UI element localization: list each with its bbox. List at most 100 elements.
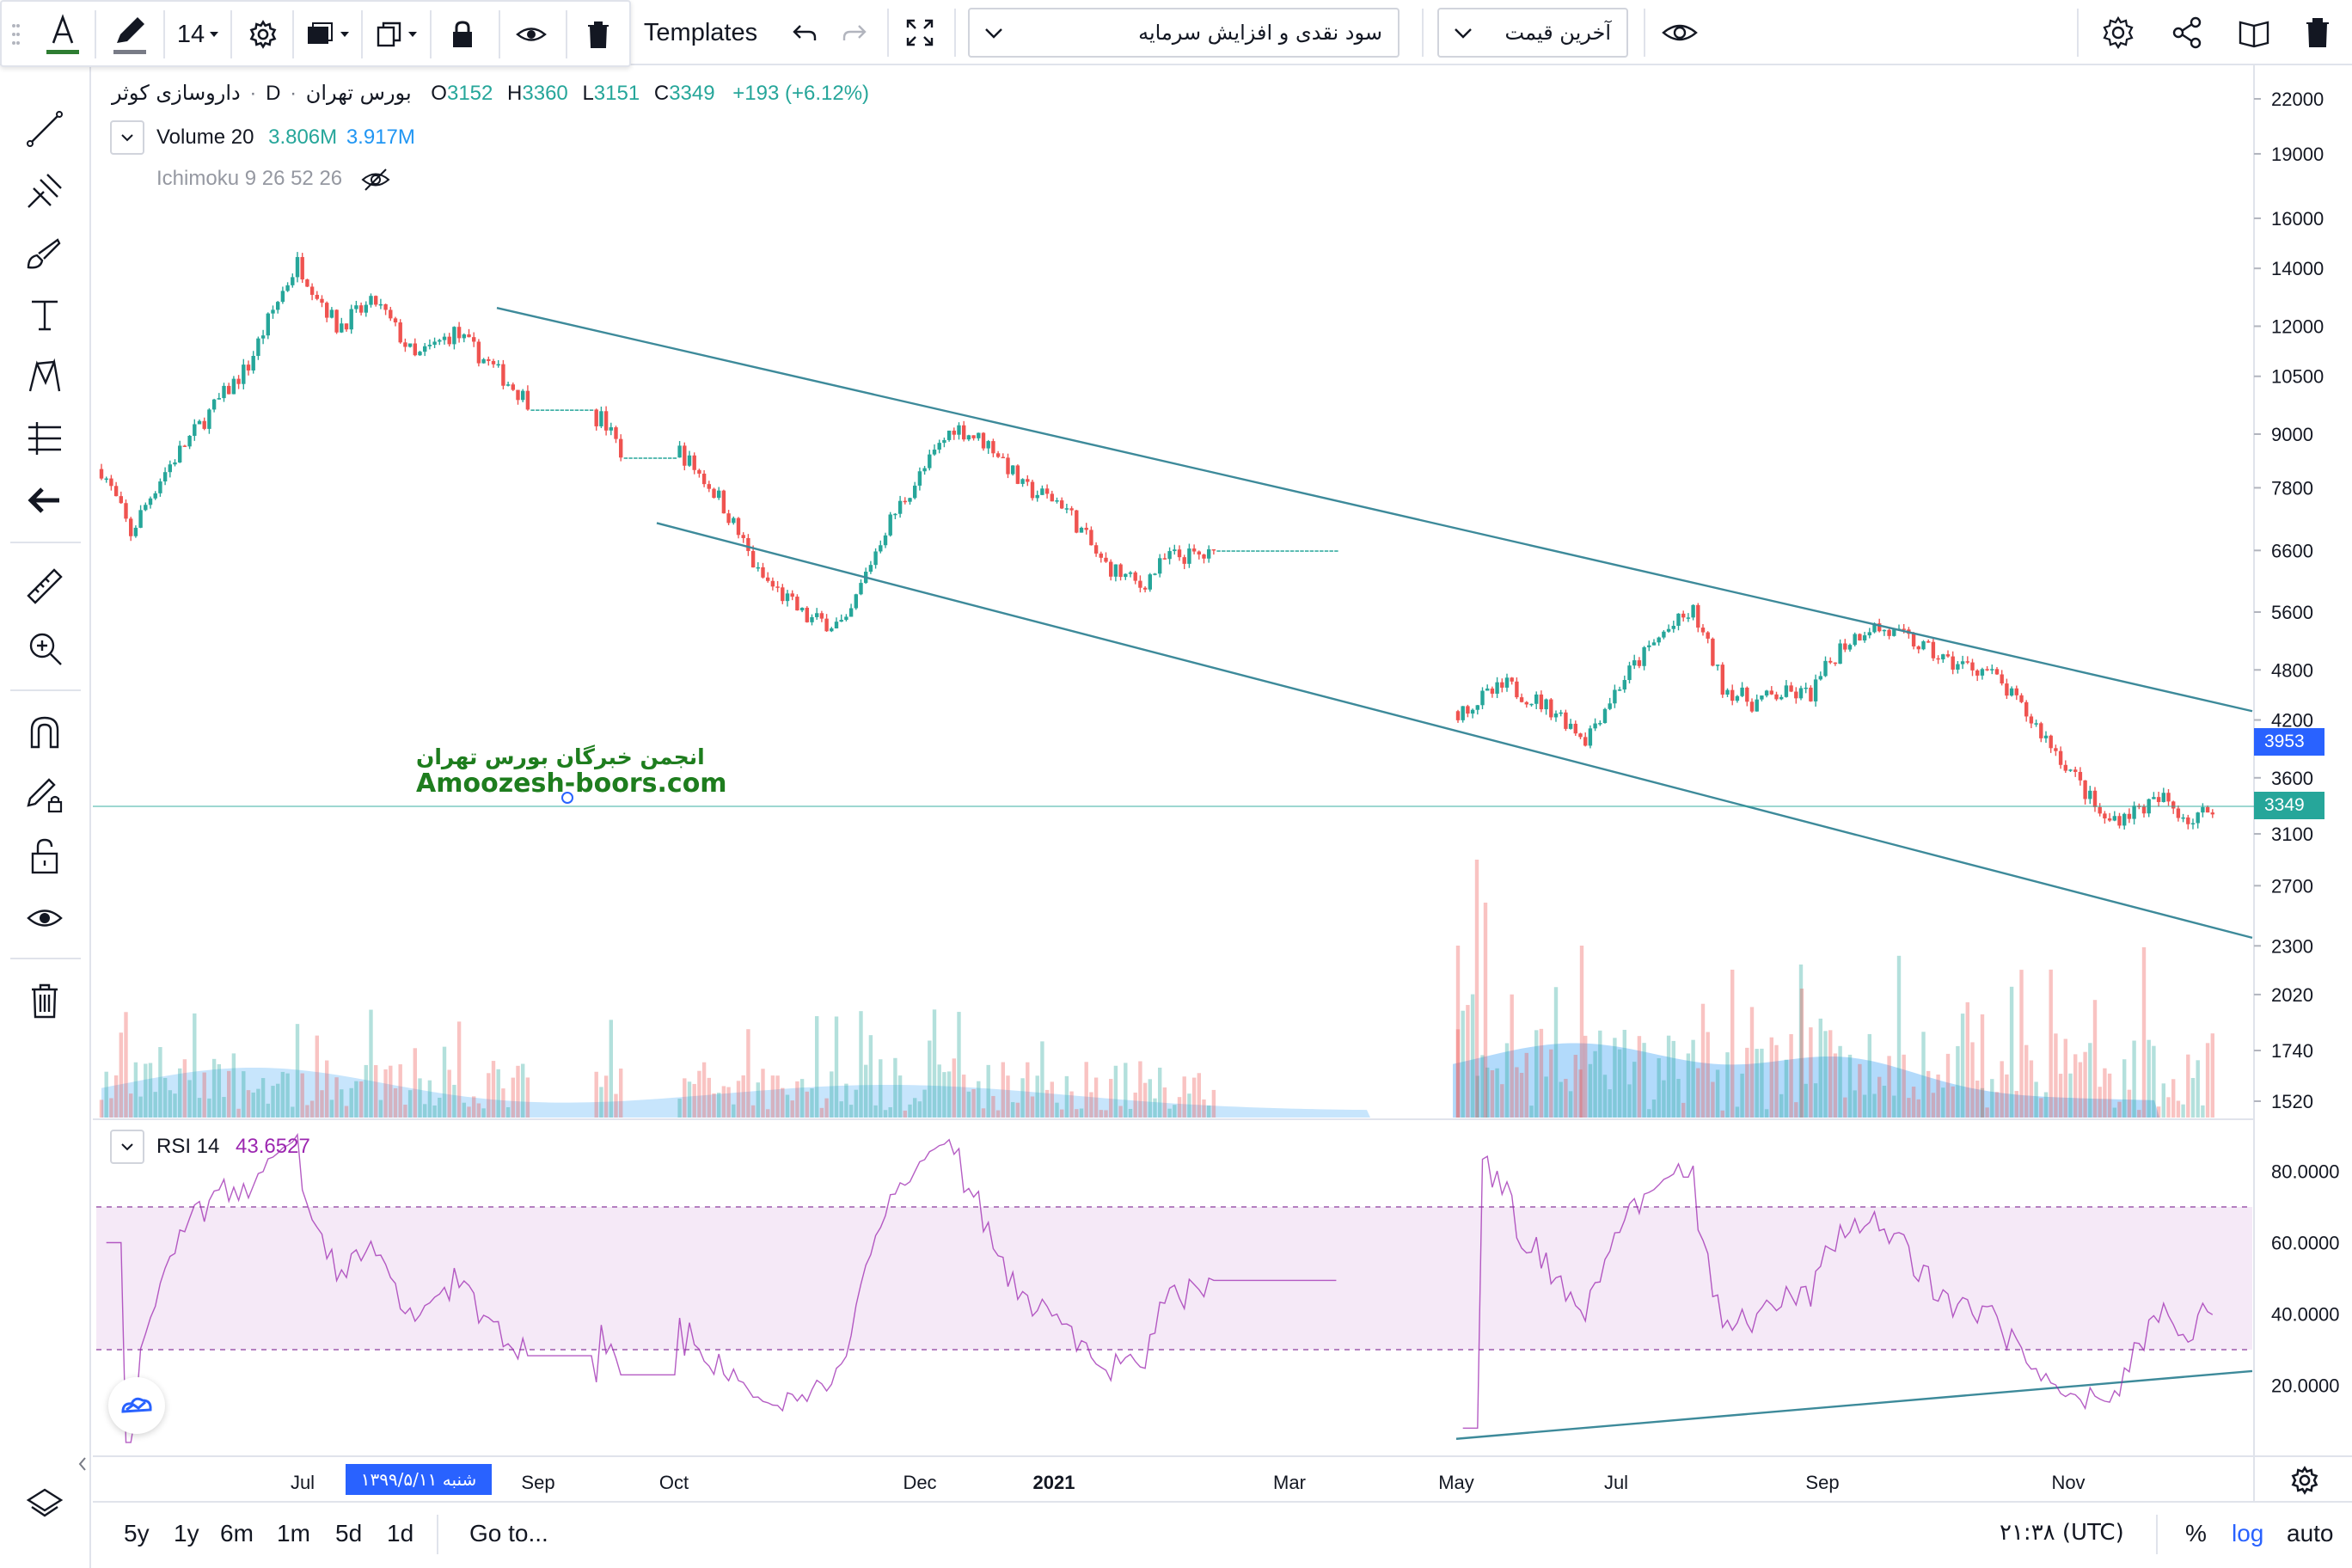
volume-bar bbox=[393, 1087, 398, 1118]
price-tick-label: 22000 bbox=[2271, 89, 2324, 110]
range-5y[interactable]: 5y bbox=[124, 1520, 150, 1547]
volume-legend[interactable]: Volume 20 3.806M 3.917M bbox=[156, 126, 419, 150]
remove-drawing-button[interactable] bbox=[571, 2, 626, 67]
collapse-left-panel[interactable] bbox=[74, 1425, 91, 1503]
pitchfork-tool[interactable] bbox=[17, 163, 72, 218]
back-tool[interactable] bbox=[17, 473, 72, 528]
log-scale-toggle[interactable]: log bbox=[2232, 1520, 2264, 1547]
measure-tool[interactable] bbox=[17, 559, 72, 614]
candle-body bbox=[1784, 685, 1789, 697]
volume-bar bbox=[707, 1077, 711, 1118]
candle-body bbox=[1711, 638, 1715, 666]
rsi-collapse-button[interactable] bbox=[110, 1130, 144, 1164]
hide-all-tool[interactable] bbox=[17, 891, 72, 946]
volume-bar bbox=[962, 1075, 966, 1118]
volume-bar bbox=[1153, 1098, 1157, 1118]
line-color-button[interactable] bbox=[100, 2, 160, 67]
trend-line-tool[interactable] bbox=[17, 101, 72, 156]
ideas-button[interactable] bbox=[2228, 0, 2280, 65]
study-template-dropdown[interactable]: سود نقدی و افزایش سرمایه bbox=[968, 8, 1400, 58]
text-color-button[interactable] bbox=[33, 2, 93, 67]
eye-hidden-icon[interactable] bbox=[360, 167, 391, 193]
candle-body bbox=[329, 309, 334, 318]
price-source-dropdown[interactable]: آخرین قیمت bbox=[1437, 8, 1628, 58]
price-axis[interactable]: 1520 1740 2020 2300 2700 3100 3600 4200 4800 5600… bbox=[2254, 89, 2324, 1112]
volume-bar bbox=[496, 1069, 500, 1118]
volume-bar bbox=[1916, 1099, 1920, 1118]
symbol-name[interactable]: داروسازی کوثر bbox=[112, 81, 241, 105]
redo-button[interactable] bbox=[830, 0, 879, 65]
volume-bar bbox=[511, 1077, 515, 1118]
volume-bar bbox=[438, 1097, 442, 1118]
trendlines[interactable] bbox=[496, 307, 2253, 1440]
templates-button[interactable]: Templates bbox=[643, 18, 758, 46]
text-tool[interactable] bbox=[17, 287, 72, 342]
axis-settings-button[interactable] bbox=[2283, 1463, 2326, 1498]
settings-button[interactable] bbox=[2092, 0, 2144, 65]
font-size-dropdown[interactable]: 14 bbox=[168, 2, 229, 67]
price-tick-label: 10500 bbox=[2271, 366, 2324, 388]
candle-body bbox=[1001, 456, 1005, 459]
lock-drawing-button[interactable] bbox=[435, 2, 490, 67]
legend-collapse-button[interactable] bbox=[110, 120, 144, 155]
clone-dropdown[interactable] bbox=[366, 2, 428, 67]
candle-body bbox=[309, 286, 315, 295]
zoom-tool[interactable] bbox=[17, 621, 72, 676]
tradingview-logo-button[interactable] bbox=[108, 1377, 165, 1434]
range-1d[interactable]: 1d bbox=[387, 1520, 414, 1547]
clock[interactable]: ۲۱:۳۸ (UTC) bbox=[2000, 1520, 2124, 1546]
goto-date-button[interactable]: Go to... bbox=[469, 1520, 548, 1547]
candle-body bbox=[908, 498, 912, 502]
volume-bar bbox=[1892, 1095, 1896, 1118]
stay-in-drawing-tool[interactable] bbox=[17, 767, 72, 822]
brush-tool[interactable] bbox=[17, 225, 72, 280]
pattern-tool[interactable] bbox=[17, 349, 72, 404]
undo-button[interactable] bbox=[781, 0, 829, 65]
rsi-legend[interactable]: RSI 14 43.6527 bbox=[156, 1135, 314, 1159]
candle-body bbox=[2058, 750, 2063, 765]
candle-body bbox=[138, 510, 143, 528]
visibility-button[interactable] bbox=[1654, 0, 1706, 65]
visual-order-dropdown[interactable] bbox=[297, 2, 359, 67]
range-5d[interactable]: 5d bbox=[335, 1520, 363, 1547]
candle-body bbox=[550, 409, 554, 411]
candle-body bbox=[1965, 661, 1969, 663]
remove-all-tool[interactable] bbox=[17, 973, 72, 1028]
candle-body bbox=[750, 550, 756, 568]
prediction-tool[interactable] bbox=[17, 411, 72, 466]
candle-body bbox=[1182, 557, 1186, 564]
volume-bar bbox=[1020, 1078, 1025, 1118]
magnet-tool[interactable] bbox=[17, 705, 72, 760]
candles bbox=[99, 252, 2214, 830]
volume-bar bbox=[1529, 1106, 1534, 1118]
volume-bar bbox=[1681, 1102, 1686, 1118]
time-tick-label: Sep bbox=[521, 1472, 554, 1493]
range-6m[interactable]: 6m bbox=[220, 1520, 254, 1547]
ichimoku-legend[interactable]: Ichimoku 9 26 52 26 bbox=[156, 167, 391, 193]
candle-body bbox=[805, 607, 809, 622]
hide-drawing-button[interactable] bbox=[504, 2, 559, 67]
lock-all-tool[interactable] bbox=[17, 829, 72, 884]
rsi-axis[interactable]: 20.0000 40.0000 60.0000 80.0000 bbox=[2271, 1161, 2340, 1397]
auto-scale-toggle[interactable]: auto bbox=[2287, 1520, 2334, 1547]
drag-handle[interactable] bbox=[5, 2, 26, 67]
fullscreen-button[interactable] bbox=[894, 0, 946, 65]
volume-bar bbox=[124, 1012, 128, 1118]
volume-bar bbox=[1104, 1110, 1108, 1118]
share-button[interactable] bbox=[2161, 0, 2213, 65]
time-axis[interactable]: Jul Sep Oct Dec 2021 Mar May Jul Sep Nov bbox=[291, 1472, 2086, 1493]
candle-body bbox=[472, 337, 476, 342]
price-tick-label: 3100 bbox=[2271, 824, 2313, 845]
object-tree-button[interactable] bbox=[17, 1477, 72, 1532]
range-1m[interactable]: 1m bbox=[277, 1520, 310, 1547]
rsi-tick-label: 80.0000 bbox=[2271, 1161, 2340, 1183]
delete-all-button[interactable] bbox=[2292, 0, 2343, 65]
candle-body bbox=[1191, 548, 1197, 552]
drawing-settings-button[interactable] bbox=[236, 2, 291, 67]
candle-body bbox=[2073, 769, 2078, 772]
percent-scale-toggle[interactable]: % bbox=[2185, 1520, 2207, 1547]
volume-bar bbox=[153, 1092, 157, 1118]
range-1y[interactable]: 1y bbox=[174, 1520, 199, 1547]
rsi-tick-label: 20.0000 bbox=[2271, 1375, 2340, 1397]
